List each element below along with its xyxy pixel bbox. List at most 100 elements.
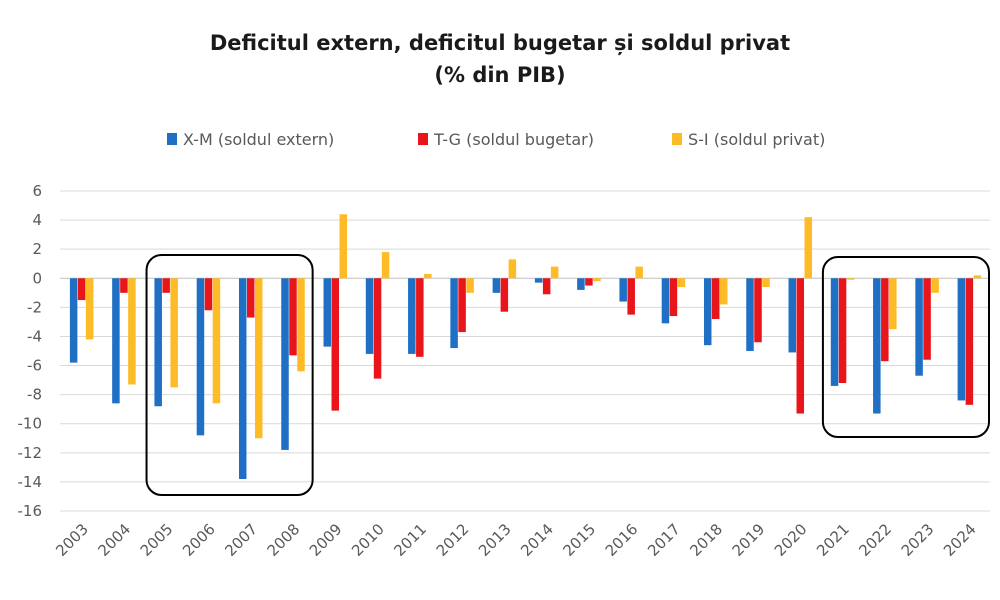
x-tick-label: 2006 bbox=[179, 520, 219, 560]
highlight-box-2021-2024 bbox=[821, 256, 991, 438]
x-tick-label: 2017 bbox=[644, 520, 684, 560]
bar-s-i-2013 bbox=[508, 259, 517, 279]
bar-t-g-2020 bbox=[796, 278, 805, 414]
legend-item: T-G (soldul bugetar) bbox=[418, 130, 594, 149]
bar-s-i-2008 bbox=[297, 278, 305, 372]
bar-t-g-2011 bbox=[416, 278, 424, 357]
bar-t-g-2015 bbox=[585, 278, 593, 286]
x-tick-label: 2012 bbox=[433, 520, 473, 560]
x-tick-label: 2007 bbox=[221, 520, 261, 560]
bar-x-m-2005 bbox=[154, 278, 162, 407]
bar-t-g-2009 bbox=[331, 278, 340, 411]
bar-x-m-2003 bbox=[69, 278, 78, 363]
bar-s-i-2011 bbox=[424, 273, 432, 279]
chart-bars bbox=[69, 214, 982, 479]
bar-t-g-2024 bbox=[965, 278, 974, 405]
legend-swatch bbox=[672, 133, 682, 145]
bar-t-g-2005 bbox=[162, 278, 170, 293]
bar-t-g-2014 bbox=[542, 278, 551, 295]
bar-x-m-2022 bbox=[873, 278, 881, 414]
highlight-box-2005-2008 bbox=[145, 254, 314, 496]
y-tick-label: -16 bbox=[18, 502, 43, 520]
bar-t-g-2010 bbox=[373, 278, 382, 379]
x-tick-label: 2009 bbox=[306, 520, 346, 560]
bar-x-m-2013 bbox=[492, 278, 501, 293]
bar-t-g-2021 bbox=[838, 278, 847, 383]
x-tick-label: 2021 bbox=[813, 520, 853, 560]
legend-label: S-I (soldul privat) bbox=[688, 130, 825, 149]
bar-t-g-2012 bbox=[458, 278, 466, 333]
bar-s-i-2023 bbox=[931, 278, 939, 293]
x-tick-label: 2015 bbox=[560, 520, 600, 560]
y-tick-label: -8 bbox=[27, 386, 42, 404]
bar-t-g-2018 bbox=[711, 278, 720, 319]
x-tick-label: 2020 bbox=[771, 520, 811, 560]
bar-s-i-2021 bbox=[846, 278, 855, 280]
bar-s-i-2018 bbox=[719, 278, 728, 305]
bar-x-m-2009 bbox=[323, 278, 332, 347]
bar-x-m-2007 bbox=[238, 278, 247, 479]
x-tick-label: 2018 bbox=[686, 520, 726, 560]
bar-x-m-2023 bbox=[915, 278, 923, 376]
bar-t-g-2017 bbox=[669, 278, 678, 317]
bar-s-i-2016 bbox=[635, 266, 643, 279]
bar-x-m-2011 bbox=[408, 278, 416, 354]
x-tick-label: 2003 bbox=[52, 520, 92, 560]
x-tick-label: 2023 bbox=[898, 520, 938, 560]
bar-t-g-2023 bbox=[923, 278, 931, 360]
bar-x-m-2014 bbox=[534, 278, 543, 283]
bar-t-g-2003 bbox=[77, 278, 86, 301]
bar-x-m-2004 bbox=[112, 278, 120, 404]
legend-item: S-I (soldul privat) bbox=[672, 130, 825, 149]
bar-s-i-2003 bbox=[85, 278, 94, 340]
legend-item: X-M (soldul extern) bbox=[167, 130, 334, 149]
bar-x-m-2024 bbox=[957, 278, 966, 401]
bar-x-m-2015 bbox=[577, 278, 585, 290]
bar-t-g-2008 bbox=[289, 278, 297, 356]
bar-s-i-2017 bbox=[677, 278, 686, 287]
y-tick-label: 0 bbox=[32, 269, 42, 287]
y-tick-label: -4 bbox=[27, 327, 42, 345]
x-tick-label: 2013 bbox=[475, 520, 515, 560]
x-tick-label: 2010 bbox=[348, 520, 388, 560]
bar-s-i-2012 bbox=[466, 278, 474, 293]
bar-s-i-2004 bbox=[128, 278, 136, 385]
bar-s-i-2014 bbox=[550, 266, 559, 279]
y-axis: 6 4 2 0 -2 -4 -6 -8 -10 -12 -14 -16 bbox=[18, 182, 43, 520]
bar-s-i-2020 bbox=[804, 217, 813, 279]
bar-t-g-2006 bbox=[204, 278, 213, 311]
x-tick-label: 2005 bbox=[137, 520, 177, 560]
bar-x-m-2006 bbox=[196, 278, 205, 436]
x-tick-label: 2024 bbox=[940, 520, 980, 560]
bar-s-i-2006 bbox=[212, 278, 221, 404]
bar-s-i-2022 bbox=[889, 278, 897, 330]
legend-label: X-M (soldul extern) bbox=[183, 130, 334, 149]
x-axis: 2003 2004 2005 2006 2007 2008 2009 2010 2011 2012… bbox=[52, 520, 979, 560]
x-tick-label: 2022 bbox=[855, 520, 895, 560]
bar-t-g-2013 bbox=[500, 278, 509, 312]
bar-x-m-2012 bbox=[450, 278, 458, 349]
x-tick-label: 2011 bbox=[390, 520, 430, 560]
bar-x-m-2018 bbox=[703, 278, 712, 346]
x-tick-label: 2019 bbox=[729, 520, 769, 560]
bar-s-i-2024 bbox=[973, 275, 982, 279]
y-tick-label: 6 bbox=[32, 182, 42, 200]
bar-x-m-2019 bbox=[746, 278, 754, 351]
y-tick-label: -6 bbox=[27, 357, 42, 375]
y-tick-label: -12 bbox=[18, 444, 43, 462]
bar-x-m-2008 bbox=[281, 278, 289, 450]
bar-s-i-2015 bbox=[593, 278, 601, 282]
bar-t-g-2016 bbox=[627, 278, 635, 315]
x-tick-label: 2014 bbox=[517, 520, 557, 560]
bar-x-m-2010 bbox=[365, 278, 374, 354]
bar-s-i-2010 bbox=[381, 252, 390, 279]
bar-x-m-2016 bbox=[619, 278, 627, 302]
bar-x-m-2020 bbox=[788, 278, 797, 353]
y-tick-label: -2 bbox=[27, 298, 42, 316]
chart-legend: X-M (soldul extern) T-G (soldul bugetar) S… bbox=[167, 130, 825, 149]
bar-t-g-2022 bbox=[881, 278, 889, 362]
legend-swatch bbox=[167, 133, 177, 145]
y-tick-label: -14 bbox=[18, 473, 43, 491]
